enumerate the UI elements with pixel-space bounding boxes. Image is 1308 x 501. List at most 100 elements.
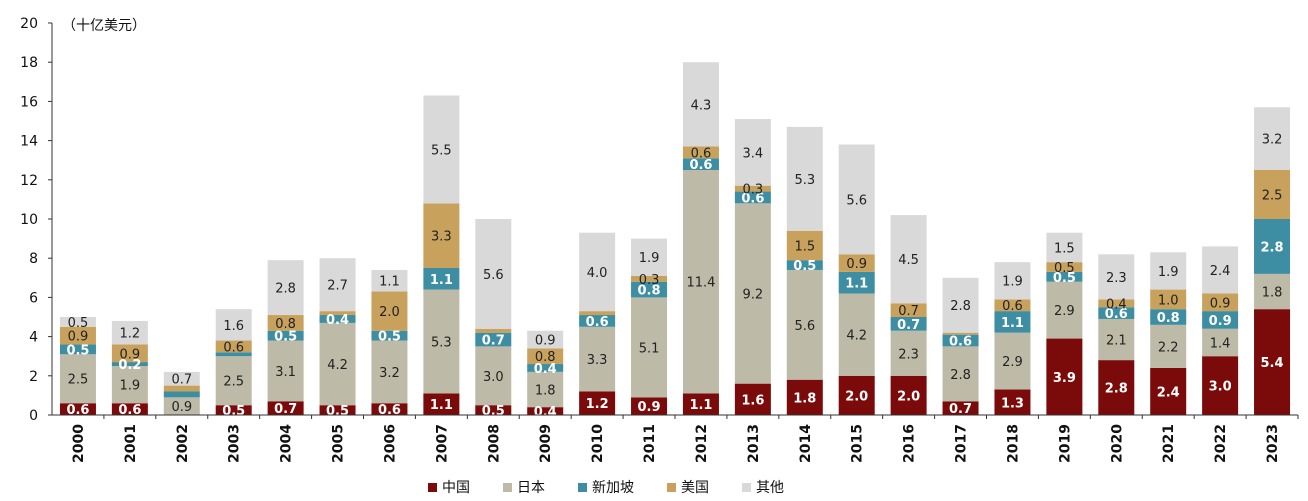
x-tick-label: 2020 <box>1109 424 1125 463</box>
x-tick-label: 2001 <box>123 424 139 463</box>
data-label: 5.6 <box>846 193 867 208</box>
bar-segment-singapore <box>890 317 927 331</box>
data-label: 0.9 <box>846 257 867 272</box>
data-label: 2.9 <box>1002 355 1023 370</box>
bar-segment-other <box>682 62 719 147</box>
bar-segment-japan <box>1098 318 1135 361</box>
bar-segment-usa <box>215 340 252 353</box>
y-tick-label: 0 <box>29 408 38 424</box>
bar-segment-usa <box>371 291 408 331</box>
bar-segment-china <box>475 405 512 415</box>
data-label: 0.6 <box>223 340 244 355</box>
x-tick-label: 2002 <box>175 424 191 463</box>
data-label: 1.9 <box>120 379 141 394</box>
bar-segment-other <box>215 309 252 341</box>
bar-segment-japan <box>215 356 252 406</box>
data-label: 0.6 <box>378 403 401 418</box>
bar-segment-china <box>371 403 408 415</box>
data-label: 0.4 <box>534 405 557 420</box>
x-tick-label: 2010 <box>590 424 606 463</box>
data-label: 0.5 <box>482 404 505 419</box>
bar-segment-japan <box>994 332 1031 390</box>
data-label: 0.6 <box>689 158 712 173</box>
bar-segment-japan <box>942 346 979 402</box>
legend-label: 日本 <box>517 480 545 496</box>
data-label: 3.9 <box>1053 371 1076 386</box>
data-label: 2.1 <box>1106 334 1127 349</box>
bar-segment-other <box>890 215 927 304</box>
legend-item: 中国 <box>428 477 470 497</box>
legend-item: 新加坡 <box>578 477 634 497</box>
data-label: 2.8 <box>1261 240 1284 255</box>
data-label: 5.3 <box>431 336 452 351</box>
data-label: 0.6 <box>949 335 972 350</box>
data-label: 3.2 <box>1262 133 1283 148</box>
bars-layer <box>59 62 1291 415</box>
bar-segment-china <box>111 403 148 415</box>
data-label: 0.7 <box>897 318 920 333</box>
data-label: 3.3 <box>431 230 452 245</box>
data-label: 2.5 <box>1262 189 1283 204</box>
bar-segment-japan <box>1254 273 1291 310</box>
data-label: 0.7 <box>898 304 919 319</box>
bar-segment-singapore <box>371 330 408 341</box>
bar-segment-japan <box>838 293 875 376</box>
data-label: 4.2 <box>327 358 348 373</box>
bar-segment-other <box>942 277 979 333</box>
data-label: 0.9 <box>1210 296 1231 311</box>
data-label: 1.3 <box>1001 396 1024 411</box>
data-label: 5.6 <box>794 319 815 334</box>
bar-segment-usa <box>319 311 356 316</box>
data-label: 1.8 <box>535 384 556 399</box>
data-label: 5.5 <box>431 143 452 158</box>
bar-segment-usa <box>1098 299 1135 308</box>
data-label: 0.2 <box>118 358 141 373</box>
bar-segment-usa <box>1046 262 1083 272</box>
bar-segment-usa <box>1202 293 1239 312</box>
bar-segment-japan <box>579 326 616 392</box>
legend-label: 中国 <box>442 480 470 496</box>
bar-segment-usa <box>942 332 979 335</box>
data-label: 2.8 <box>950 368 971 383</box>
data-label: 1.9 <box>1002 275 1023 290</box>
data-label: 0.9 <box>120 347 141 362</box>
y-tick-label: 12 <box>20 173 38 189</box>
bar-segment-china <box>215 405 252 415</box>
y-tick-label: 18 <box>20 55 38 71</box>
data-label: 2.8 <box>950 299 971 314</box>
data-label: 2.4 <box>1157 385 1180 400</box>
legend-swatch <box>667 482 676 492</box>
bar-segment-china <box>1254 309 1291 415</box>
bar-segment-singapore <box>682 158 719 170</box>
bar-segment-china <box>1202 356 1239 415</box>
bar-segment-singapore <box>734 191 771 204</box>
bar-segment-china <box>1098 360 1135 415</box>
data-label: 3.0 <box>1209 380 1232 395</box>
bar-segment-singapore <box>423 268 460 290</box>
data-label: 0.6 <box>66 403 89 418</box>
bar-segment-china <box>942 401 979 415</box>
data-label: 0.8 <box>1157 311 1180 326</box>
x-tick-label: 2019 <box>1057 424 1073 463</box>
data-label: 2.8 <box>1105 382 1128 397</box>
bar-segment-singapore <box>1150 309 1187 325</box>
bar-segment-china <box>994 389 1031 415</box>
bar-segment-japan <box>423 289 460 394</box>
bar-segment-usa <box>734 185 771 192</box>
data-label: 0.6 <box>1105 307 1128 322</box>
data-label: 0.5 <box>1054 261 1075 276</box>
legend-item: 美国 <box>667 477 709 497</box>
bar-segment-singapore <box>1046 271 1083 282</box>
bar-segment-other <box>786 126 823 231</box>
bar-segment-japan <box>163 397 200 415</box>
bar-segment-singapore <box>1254 219 1291 274</box>
data-label: 0.7 <box>274 402 297 417</box>
bar-segment-usa <box>423 203 460 268</box>
legend-label: 其他 <box>756 480 784 496</box>
bar-segment-japan <box>267 340 304 402</box>
x-tick-label: 2004 <box>279 424 295 463</box>
data-label: 0.4 <box>1106 297 1127 312</box>
bar-segment-singapore <box>631 281 668 298</box>
data-label: 3.1 <box>275 365 296 380</box>
bar-segment-usa <box>475 328 512 333</box>
